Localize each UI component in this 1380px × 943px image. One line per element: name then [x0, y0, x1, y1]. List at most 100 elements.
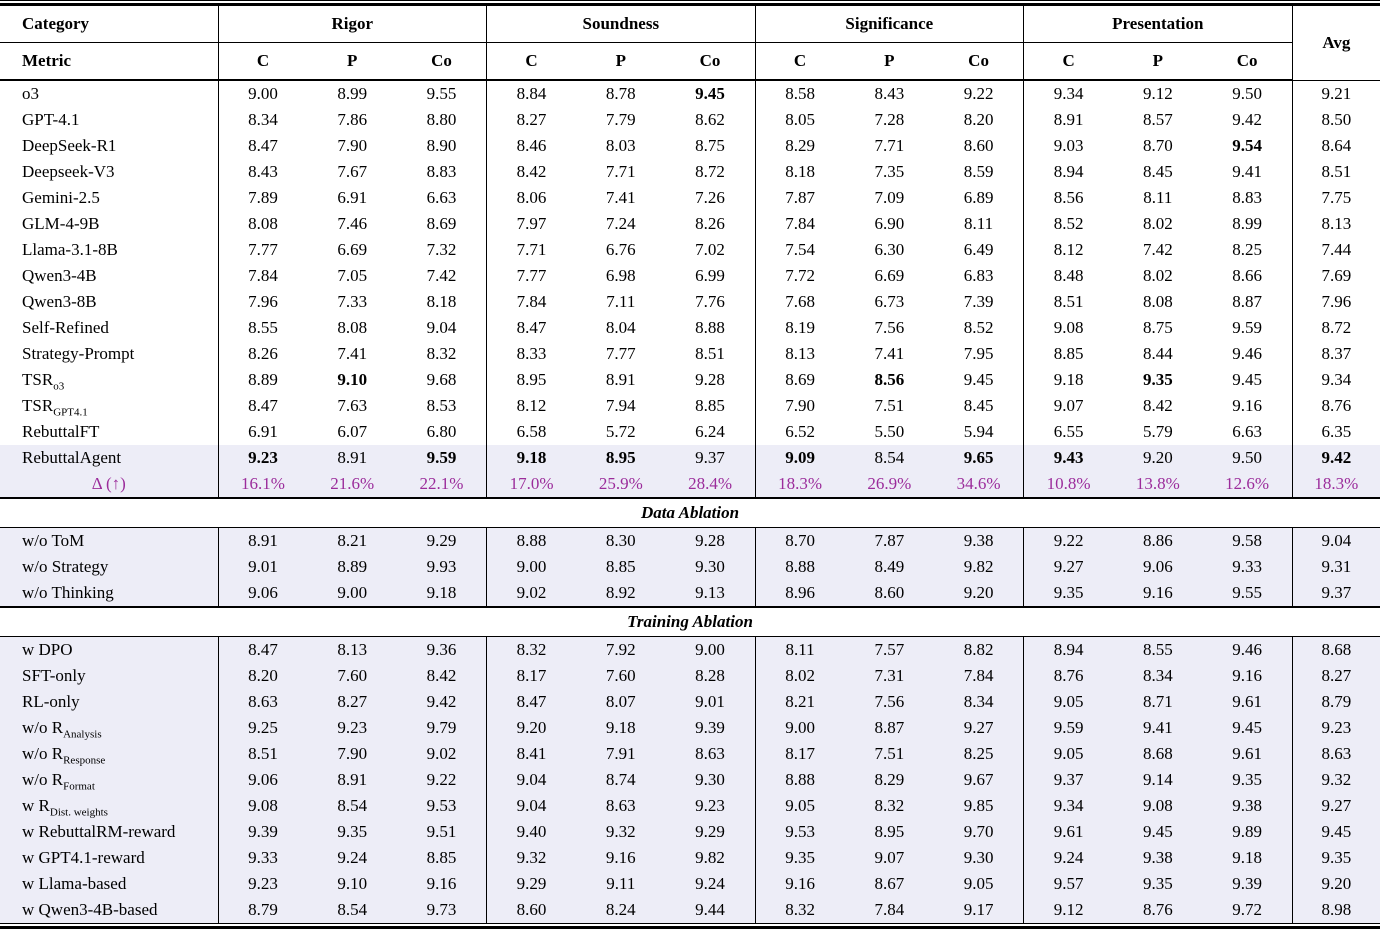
results-table: Category Rigor Soundness Significance Pr…: [0, 3, 1380, 924]
cell-value: 8.55: [217, 315, 308, 341]
cell-value: 8.20: [217, 663, 308, 689]
cell-value: 8.63: [605, 796, 636, 815]
cell-value: 9.32: [1291, 767, 1380, 793]
cell-value: 8.21: [754, 689, 845, 715]
cell-value: 9.06: [217, 580, 308, 607]
cell-value: 7.84: [874, 900, 905, 919]
table-row: Qwen3-4B 7.84 7.05 7.42 7.77 6.98 6.99 7.72 6.69…: [0, 263, 1380, 289]
cell-value: 9.17: [963, 900, 994, 919]
cell-value: 6.35: [1291, 419, 1380, 445]
cell-value: 9.01: [217, 554, 308, 580]
cell-value: 8.44: [1142, 344, 1173, 363]
cell-value: 9.28: [695, 531, 725, 550]
cell-value: 8.24: [605, 900, 636, 919]
table-header: Category Rigor Soundness Significance Pr…: [0, 4, 1380, 81]
table-row: Qwen3-8B 7.96 7.33 8.18 7.84 7.11 7.76 7.68 6.73…: [0, 289, 1380, 315]
table-row: DeepSeek-R1 8.47 7.90 8.90 8.46 8.03 8.75 8.29 7…: [0, 133, 1380, 159]
cell-value: 9.68: [426, 370, 457, 389]
cell-value: 7.69: [1291, 263, 1380, 289]
cell-value: 8.41: [486, 741, 577, 767]
cell-value: 8.43: [874, 84, 905, 103]
header-group-soundness: Soundness: [486, 4, 756, 43]
cell-value: 8.63: [695, 744, 725, 763]
cell-value: 8.85: [695, 396, 725, 415]
cell-value: 7.67: [337, 162, 368, 181]
cell-value: 9.89: [1232, 822, 1262, 841]
section-title: Training Ablation: [0, 606, 1380, 637]
cell-value: 9.18: [605, 718, 636, 737]
cell-value: 9.05: [1023, 689, 1114, 715]
cell-value: 8.51: [1291, 159, 1380, 185]
cell-value: 7.33: [337, 292, 368, 311]
header-metric-row: Metric C P Co C P Co C P Co C P Co: [0, 42, 1380, 81]
row-label: RL-only: [22, 692, 80, 711]
row-label: w/o Strategy: [22, 557, 109, 576]
cell-value: 8.53: [426, 396, 457, 415]
cell-value: 9.16: [1232, 666, 1262, 685]
cell-value: 7.60: [605, 666, 636, 685]
row-label: w Llama-based: [22, 874, 127, 893]
cell-value: 9.04: [486, 793, 577, 819]
cell-value: 7.60: [337, 666, 368, 685]
cell-value: 7.41: [605, 188, 636, 207]
cell-value: 8.95: [486, 367, 577, 393]
cell-value: 8.08: [337, 318, 368, 337]
cell-value: 8.75: [1142, 318, 1173, 337]
cell-value: 7.26: [695, 188, 725, 207]
row-label-subscript: o3: [53, 380, 65, 393]
cell-value: 8.03: [605, 136, 636, 155]
cell-value: 6.69: [874, 266, 905, 285]
row-label-subscript: Dist. weights: [49, 806, 108, 819]
cell-value: 9.59: [1023, 715, 1114, 741]
cell-value: 8.17: [754, 741, 845, 767]
cell-value: 7.56: [874, 692, 905, 711]
cell-value: 8.27: [1291, 663, 1380, 689]
cell-value: 8.60: [963, 136, 994, 155]
cell-value: 8.57: [1142, 110, 1173, 129]
cell-value: 9.18: [1023, 367, 1114, 393]
cell-value: 9.37: [695, 448, 725, 467]
cell-value: 9.07: [1023, 393, 1114, 419]
row-label: Strategy-Prompt: [22, 344, 135, 363]
row-label-subscript: Format: [63, 780, 95, 793]
header-sub-metric: Co: [665, 42, 756, 81]
row-label: w RDist. weights: [22, 796, 108, 819]
cell-value: 8.11: [1143, 188, 1173, 207]
cell-value: 8.90: [426, 136, 457, 155]
cell-value: 9.00: [486, 554, 577, 580]
cell-value: 9.82: [695, 848, 725, 867]
cell-value: 8.87: [874, 718, 905, 737]
table-row: RL-only 8.63 8.27 9.42 8.47 8.07 9.01 8.21 7.56 8…: [0, 689, 1380, 715]
cell-value: 8.32: [754, 897, 845, 924]
cell-value: 9.21: [1291, 80, 1380, 107]
cell-value: 9.41: [1142, 718, 1173, 737]
cell-value: 9.45: [1142, 822, 1173, 841]
cell-value: 9.39: [217, 819, 308, 845]
header-sub-metric: C: [1023, 42, 1114, 81]
section-title: Data Ablation: [0, 497, 1380, 528]
cell-value: 7.90: [754, 393, 845, 419]
cell-value: 9.45: [963, 370, 994, 389]
cell-value: 9.16: [1142, 583, 1173, 602]
cell-value: 7.95: [963, 344, 994, 363]
cell-value: 8.74: [605, 770, 636, 789]
cell-value: 9.22: [963, 84, 994, 103]
cell-value: 8.80: [426, 110, 457, 129]
cell-value: 8.86: [1142, 531, 1173, 550]
cell-value: 8.07: [605, 692, 636, 711]
cell-value: 9.51: [426, 822, 457, 841]
table-row: Δ (↑) 16.1% 21.6% 22.1% 17.0% 25.9% 28.4% 18.3%…: [0, 471, 1380, 498]
table-row: RebuttalFT 6.91 6.07 6.80 6.58 5.72 6.24 6.52 5.…: [0, 419, 1380, 445]
cell-value: 7.86: [337, 110, 368, 129]
cell-value: 22.1%: [419, 474, 464, 493]
cell-value: 7.84: [486, 289, 577, 315]
cell-value: 21.6%: [330, 474, 375, 493]
cell-value: 9.59: [426, 448, 457, 467]
cell-value: 7.77: [486, 263, 577, 289]
cell-value: 9.20: [963, 583, 994, 602]
cell-value: 9.72: [1232, 900, 1262, 919]
section-header-row: Data Ablation: [0, 497, 1380, 528]
table-row: RebuttalAgent 9.23 8.91 9.59 9.18 8.95 9.37 9.0…: [0, 445, 1380, 471]
cell-value: 8.02: [1142, 214, 1173, 233]
